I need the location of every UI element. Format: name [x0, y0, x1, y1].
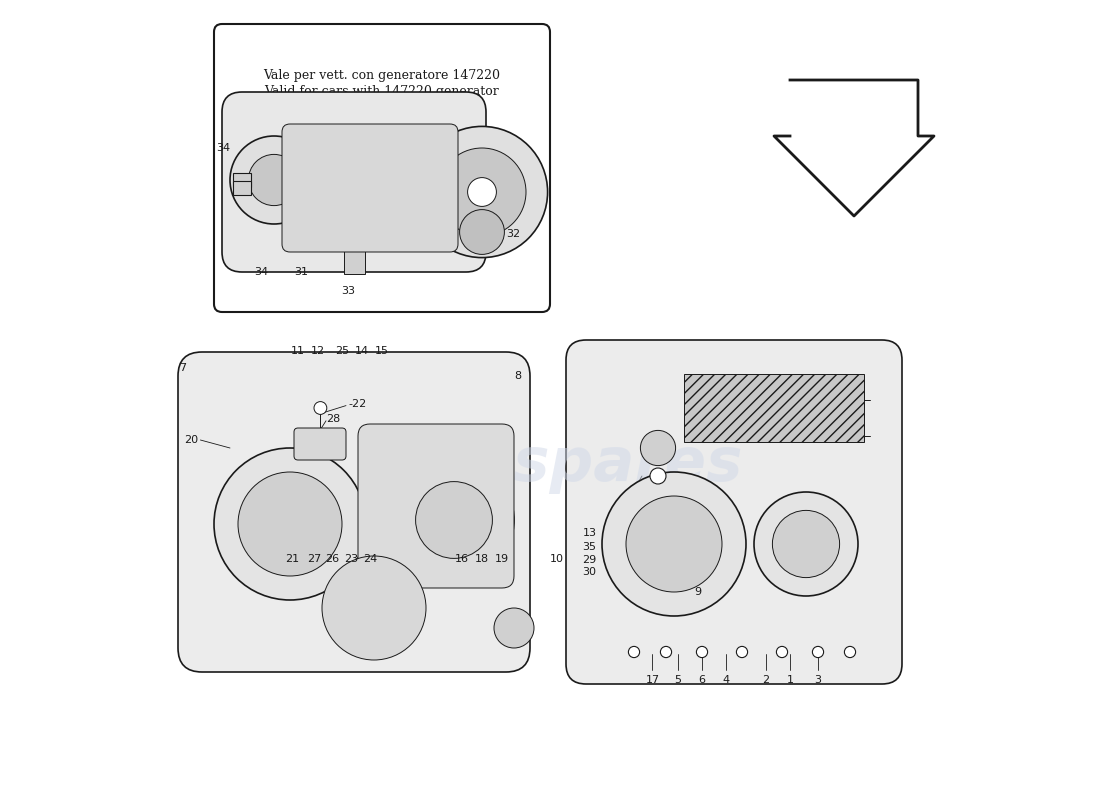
FancyBboxPatch shape	[294, 428, 346, 460]
Circle shape	[230, 136, 318, 224]
Circle shape	[628, 646, 639, 658]
Text: 8: 8	[514, 371, 521, 381]
Text: 30: 30	[582, 567, 596, 577]
Text: 10: 10	[550, 554, 564, 563]
Text: 3: 3	[814, 675, 822, 685]
Text: 7: 7	[179, 363, 186, 373]
Text: 14: 14	[355, 346, 370, 356]
Text: 31: 31	[294, 267, 308, 277]
Circle shape	[777, 646, 788, 658]
Circle shape	[214, 448, 366, 600]
Circle shape	[845, 646, 856, 658]
FancyBboxPatch shape	[233, 181, 251, 195]
FancyBboxPatch shape	[358, 424, 514, 588]
FancyBboxPatch shape	[222, 92, 486, 272]
Circle shape	[602, 472, 746, 616]
Circle shape	[640, 430, 675, 466]
Circle shape	[460, 210, 505, 254]
Circle shape	[417, 126, 548, 258]
Circle shape	[322, 556, 426, 660]
FancyBboxPatch shape	[344, 238, 365, 274]
Circle shape	[772, 510, 839, 578]
Text: 19: 19	[495, 554, 509, 563]
FancyBboxPatch shape	[233, 173, 251, 187]
Text: Vale per vett. con generatore 147220: Vale per vett. con generatore 147220	[264, 70, 500, 82]
Text: 6: 6	[698, 675, 705, 685]
Text: eurospares: eurospares	[356, 434, 744, 494]
FancyBboxPatch shape	[684, 374, 864, 442]
FancyBboxPatch shape	[566, 340, 902, 684]
Circle shape	[754, 492, 858, 596]
Circle shape	[314, 402, 327, 414]
FancyBboxPatch shape	[282, 124, 458, 252]
Circle shape	[660, 646, 672, 658]
Circle shape	[416, 482, 493, 558]
Text: 24: 24	[363, 554, 377, 563]
Text: 26: 26	[326, 554, 340, 563]
Circle shape	[650, 468, 666, 484]
Text: 23: 23	[344, 554, 359, 563]
Text: 34: 34	[216, 143, 230, 153]
Text: 2: 2	[762, 675, 770, 685]
Text: 28: 28	[326, 414, 340, 424]
Circle shape	[249, 154, 299, 206]
Circle shape	[813, 646, 824, 658]
Text: Valid for cars with 147220 generator: Valid for cars with 147220 generator	[265, 86, 499, 98]
Circle shape	[696, 646, 707, 658]
Text: 25: 25	[334, 346, 349, 356]
Text: -22: -22	[349, 399, 366, 409]
Circle shape	[736, 646, 748, 658]
Text: 35: 35	[582, 542, 596, 552]
Text: 12: 12	[311, 346, 326, 356]
Text: 32: 32	[506, 229, 520, 238]
Text: 18: 18	[475, 554, 490, 563]
FancyBboxPatch shape	[178, 352, 530, 672]
Circle shape	[626, 496, 722, 592]
Text: 17: 17	[646, 675, 660, 685]
Text: 16: 16	[455, 554, 469, 563]
Text: 5: 5	[674, 675, 682, 685]
Text: 4: 4	[723, 675, 729, 685]
Text: 9: 9	[694, 587, 702, 597]
Polygon shape	[774, 80, 934, 216]
Text: 29: 29	[582, 555, 596, 565]
Text: 1: 1	[786, 675, 793, 685]
Text: 21: 21	[285, 554, 299, 563]
Text: 27: 27	[307, 554, 321, 563]
Text: 20: 20	[184, 435, 198, 445]
Circle shape	[238, 472, 342, 576]
Circle shape	[394, 460, 514, 580]
Circle shape	[494, 608, 534, 648]
FancyBboxPatch shape	[214, 24, 550, 312]
Text: 11: 11	[292, 346, 305, 356]
Text: 33: 33	[341, 286, 355, 296]
Text: 13: 13	[582, 528, 596, 538]
Circle shape	[438, 148, 526, 236]
Text: 34: 34	[254, 267, 268, 277]
Text: 15: 15	[375, 346, 389, 356]
Circle shape	[468, 178, 496, 206]
